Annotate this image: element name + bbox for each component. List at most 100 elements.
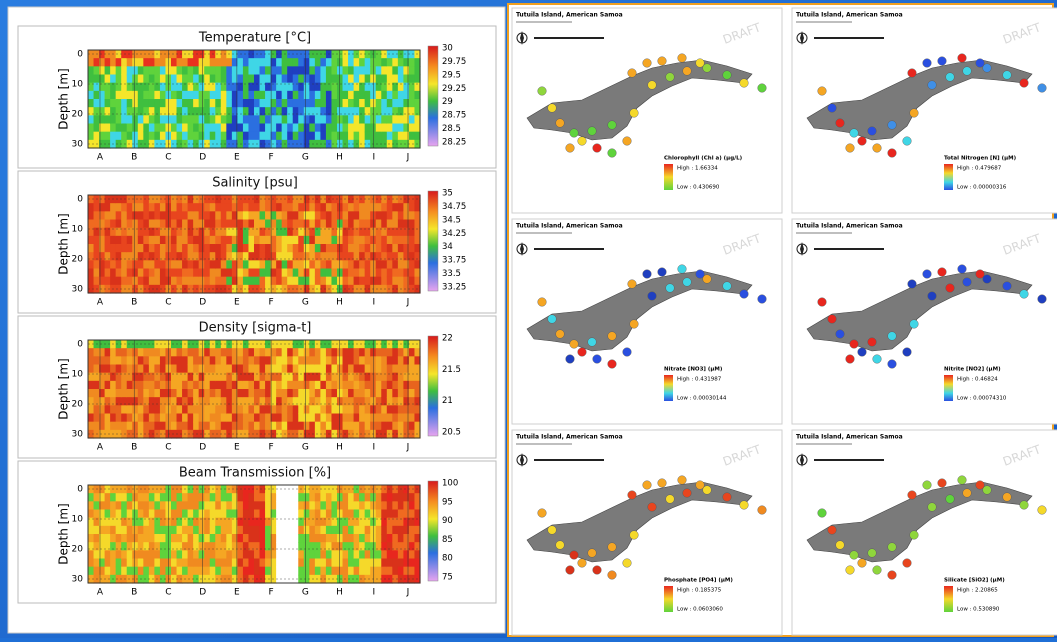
contour-cell (326, 260, 332, 269)
colorbar-tick-label: 29.25 (442, 84, 466, 94)
contour-cell (248, 397, 254, 406)
contour-cell (132, 124, 138, 133)
contour-cell (154, 389, 160, 398)
contour-cell (392, 124, 398, 133)
contour-cell (182, 414, 188, 423)
contour-cell (171, 140, 177, 149)
contour-cell (204, 99, 210, 108)
contour-cell (320, 252, 326, 261)
contour-cell (309, 501, 315, 510)
contour-cell (287, 140, 293, 149)
contour-cell (287, 132, 293, 141)
contour-cell (94, 526, 100, 535)
contour-cell (265, 397, 271, 406)
contour-cell (298, 430, 304, 439)
depth-tick-label: 10 (72, 80, 84, 90)
contour-cell (276, 260, 282, 269)
contour-cell (409, 107, 415, 116)
contour-cell (392, 66, 398, 75)
depth-tick-label: 30 (72, 285, 84, 295)
contour-cell (132, 567, 138, 576)
contour-cell (116, 277, 122, 286)
contour-cell (127, 365, 133, 374)
contour-cell (199, 550, 205, 559)
contour-cell (94, 203, 100, 212)
contour-cell (132, 485, 138, 494)
contour-cell (298, 510, 304, 519)
contour-cell (171, 203, 177, 212)
scale-bar (534, 248, 604, 250)
contour-cell (237, 132, 243, 141)
contour-cell (171, 501, 177, 510)
contour-cell (343, 365, 349, 374)
contour-cell (221, 115, 227, 124)
contour-cell (182, 260, 188, 269)
contour-cell (343, 285, 349, 294)
contour-cell (409, 534, 415, 543)
contour-cell (287, 405, 293, 414)
contour-cell (348, 575, 354, 584)
contour-cell (365, 260, 371, 269)
contour-cell (376, 422, 382, 431)
contour-cell (315, 534, 321, 543)
contour-cell (154, 575, 160, 584)
contour-cell (309, 356, 315, 365)
contour-cell (254, 567, 260, 576)
contour-cell (403, 356, 409, 365)
contour-cell (381, 124, 387, 133)
station-label: I (372, 298, 375, 308)
contour-cell (403, 195, 409, 204)
contour-cell (226, 559, 232, 568)
contour-cell (398, 107, 404, 116)
contour-cell (293, 510, 299, 519)
contour-cell (193, 485, 199, 494)
contour-cell (210, 115, 216, 124)
contour-cell (331, 542, 337, 551)
contour-cell (354, 526, 360, 535)
contour-cell (337, 526, 343, 535)
contour-cell (94, 107, 100, 116)
contour-cell (376, 397, 382, 406)
contour-cell (320, 340, 326, 349)
contour-cell (210, 493, 216, 502)
contour-cell (177, 575, 183, 584)
station-label: D (199, 588, 206, 598)
contour-cell (260, 236, 266, 245)
colorbar-tick-label: 28.5 (442, 124, 461, 134)
contour-cell (248, 236, 254, 245)
contour-cell (143, 99, 149, 108)
contour-cell (221, 91, 227, 100)
contour-cell (154, 405, 160, 414)
contour-cell (149, 365, 155, 374)
contour-cell (193, 567, 199, 576)
contour-cell (265, 211, 271, 220)
contour-cell (392, 414, 398, 423)
contour-cell (254, 422, 260, 431)
contour-cell (354, 348, 360, 357)
contour-cell (392, 389, 398, 398)
contour-cell (160, 236, 166, 245)
contour-cell (309, 365, 315, 374)
contour-cell (398, 340, 404, 349)
contour-cell (370, 559, 376, 568)
contour-cell (243, 58, 249, 67)
contour-cell (243, 195, 249, 204)
contour-cell (409, 356, 415, 365)
contour-cell (287, 58, 293, 67)
contour-cell (287, 397, 293, 406)
contour-cell (237, 211, 243, 220)
contour-cell (315, 405, 321, 414)
contour-cell (143, 542, 149, 551)
station-dot (630, 531, 639, 540)
contour-cell (121, 107, 127, 116)
contour-cell (215, 414, 221, 423)
panel-title: Temperature [°C] (198, 31, 311, 46)
contour-cell (309, 220, 315, 229)
map-panel: Tutuila Island, American SamoaDRAFTSilic… (792, 430, 1057, 635)
contour-cell (188, 252, 194, 261)
contour-cell (309, 50, 315, 59)
contour-cell (88, 534, 94, 543)
contour-cell (260, 550, 266, 559)
contour-cell (177, 107, 183, 116)
station-dot (946, 495, 955, 504)
